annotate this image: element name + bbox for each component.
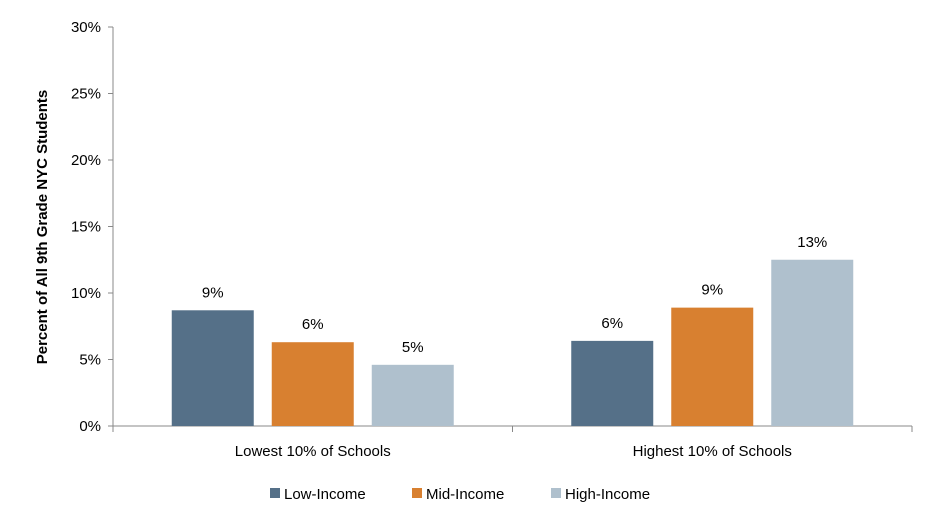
legend-swatch: [270, 488, 280, 498]
y-axis-label: Percent of All 9th Grade NYC Students: [34, 90, 51, 365]
bar-mid-income: [271, 342, 354, 426]
x-axis: Lowest 10% of Schools Highest 10% of Scho…: [112, 425, 913, 460]
bars: 9% 6% 5% 6% 9% 13%: [171, 234, 854, 426]
bar-low-income: [171, 310, 254, 426]
bar-low-income: [571, 340, 654, 426]
bar-mid-income: [671, 307, 754, 426]
y-tick-label: 0%: [79, 418, 101, 435]
data-label: 6%: [302, 316, 324, 333]
data-label: 13%: [797, 234, 827, 251]
y-tick-label: 25%: [71, 86, 101, 103]
legend-swatch: [412, 488, 422, 498]
y-axis: 0% 5% 10% 15% 20% 25% 30%: [71, 19, 114, 435]
data-label: 5%: [402, 339, 424, 356]
y-tick-label: 10%: [71, 285, 101, 302]
x-tick-label: Lowest 10% of Schools: [235, 443, 391, 460]
y-tick-label: 5%: [79, 352, 101, 369]
y-tick-label: 20%: [71, 152, 101, 169]
legend-swatch: [551, 488, 561, 498]
x-tick-label: Highest 10% of Schools: [633, 443, 792, 460]
y-tick-label: 30%: [71, 19, 101, 36]
data-label: 9%: [701, 282, 723, 299]
data-label: 9%: [202, 284, 224, 301]
bar-high-income: [771, 259, 854, 426]
data-label: 6%: [601, 315, 623, 332]
legend-label: High-Income: [565, 486, 650, 503]
legend-label: Low-Income: [284, 486, 366, 503]
legend: Low-Income Mid-Income High-Income: [270, 486, 650, 503]
bar-high-income: [371, 364, 454, 426]
legend-label: Mid-Income: [426, 486, 504, 503]
y-tick-label: 15%: [71, 219, 101, 236]
